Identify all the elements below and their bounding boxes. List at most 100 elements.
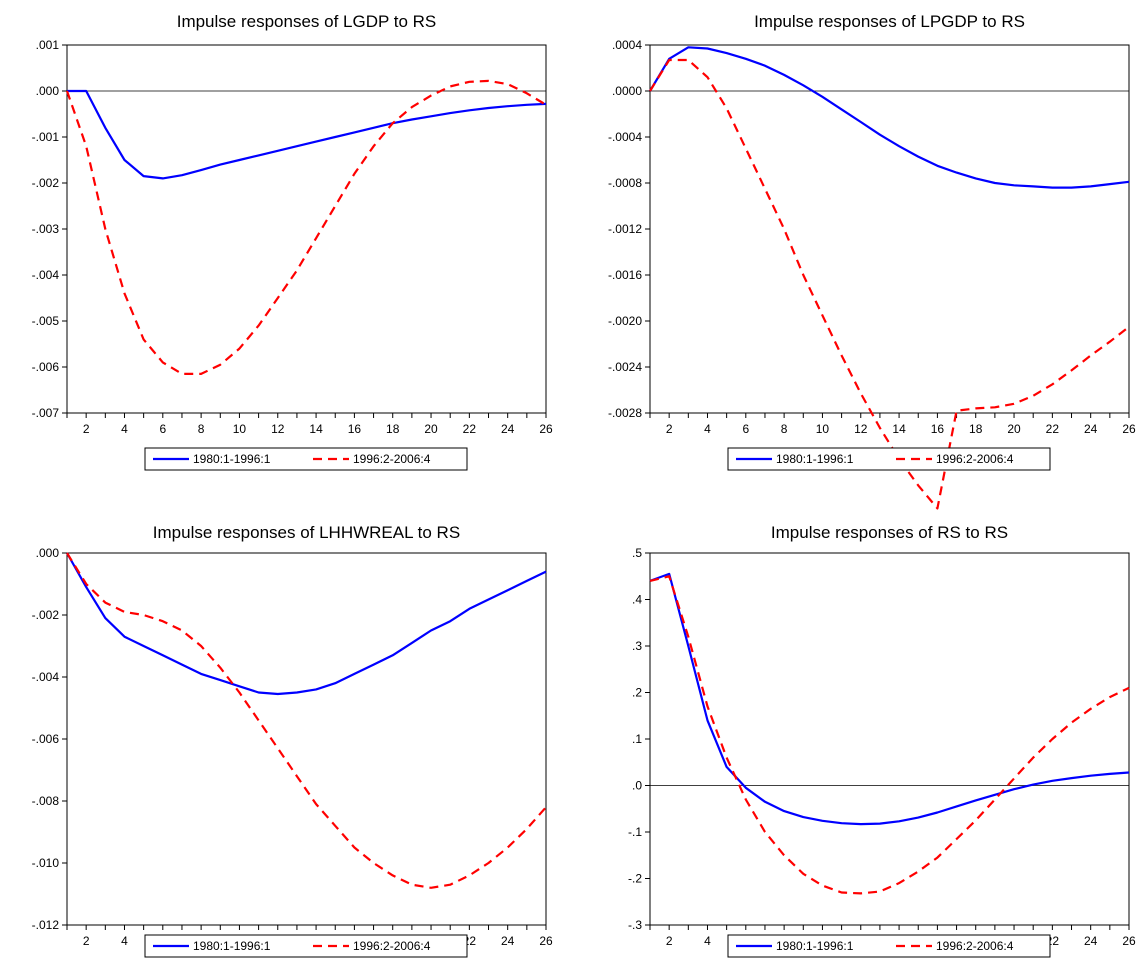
x-tick-label: 26 [539,422,553,436]
y-tick-label: -.2 [628,872,642,886]
series-line-1996-2006 [66,552,547,889]
x-tick-label: 24 [501,934,515,948]
x-tick-label: 8 [781,422,788,436]
legend-box [144,447,468,471]
chart-panel: Impulse responses of RS to RS .5 .4 .3 .2 .1.… [628,523,1136,958]
plot-frame [66,552,547,926]
y-tick-label: .2 [632,686,642,700]
x-tick-label: 16 [931,422,945,436]
series-line-1996-2006 [65,79,547,375]
x-tick-label: 24 [1084,934,1098,948]
series-line-1980-1996 [67,89,547,180]
series-line-1996-2006 [649,575,1130,895]
chart-panel: Impulse responses of LPGDP to RS .0004 .00… [608,12,1136,510]
x-tick-label: 12 [854,422,868,436]
x-tick-label: 12 [271,422,285,436]
y-tick-label: .5 [632,546,642,560]
y-tick-label: -.0008 [608,176,642,190]
y-tick-label: -.0004 [608,130,642,144]
series-line-1996-2006 [649,58,1130,510]
x-tick-label: 4 [121,934,128,948]
y-tick-label: -.005 [32,314,60,328]
y-tick-label: .1 [632,732,642,746]
legend: 1980:1-1996:1 1996:2-2006:4 [727,934,1051,958]
y-tick-label: .0000 [612,84,642,98]
y-tick-label: .0004 [612,38,642,52]
legend-label: 1996:2-2006:4 [936,939,1014,953]
y-tick-label: .0 [632,779,642,793]
chart-title: Impulse responses of LHHWREAL to RS [153,523,460,542]
plot-frame [649,552,1130,926]
x-tick-label: 20 [1007,422,1021,436]
y-tick-label: -.002 [32,176,60,190]
y-tick-label: -.010 [32,856,60,870]
x-tick-label: 2 [83,422,90,436]
chart-title: Impulse responses of LPGDP to RS [754,12,1025,31]
x-tick-label: 6 [742,422,749,436]
x-tick-label: 4 [704,934,711,948]
chart-title: Impulse responses of RS to RS [771,523,1008,542]
x-tick-label: 16 [348,422,362,436]
legend-label: 1980:1-1996:1 [193,939,271,953]
y-tick-label: -.0020 [608,314,642,328]
x-tick-label: 14 [892,422,906,436]
y-tick-label: -.004 [32,670,60,684]
legend-label: 1980:1-1996:1 [193,452,271,466]
x-tick-label: 4 [704,422,711,436]
x-tick-label: 18 [969,422,983,436]
x-tick-label: 6 [159,422,166,436]
x-tick-label: 20 [424,422,438,436]
y-tick-label: -.004 [32,268,60,282]
series-line-1980-1996 [649,46,1130,189]
legend-label: 1980:1-1996:1 [776,939,854,953]
series-line-1980-1996 [66,552,547,696]
x-tick-label: 4 [121,422,128,436]
x-tick-label: 26 [539,934,553,948]
y-tick-label: .4 [632,593,642,607]
x-tick-label: 2 [666,934,673,948]
x-tick-label: 2 [666,422,673,436]
y-tick-label: -.002 [32,608,60,622]
legend-label: 1996:2-2006:4 [353,939,431,953]
y-tick-label: -.0016 [608,268,642,282]
y-tick-label: .000 [36,84,60,98]
x-tick-label: 22 [463,422,477,436]
x-tick-label: 14 [309,422,323,436]
chart-panel: Impulse responses of LGDP to RS .001 .000 -… [32,12,553,471]
legend-label: 1996:2-2006:4 [353,452,431,466]
y-tick-label: -.006 [32,360,60,374]
y-tick-label: .000 [36,546,60,560]
x-tick-label: 10 [233,422,247,436]
x-tick-label: 2 [83,934,90,948]
y-tick-label: -.0012 [608,222,642,236]
x-tick-label: 22 [1046,422,1060,436]
legend-box [727,934,1051,958]
x-tick-label: 24 [501,422,515,436]
y-tick-label: -.008 [32,794,60,808]
y-tick-label: -.007 [32,406,60,420]
x-tick-label: 8 [198,422,205,436]
y-tick-label: .001 [36,38,60,52]
y-tick-label: -.012 [32,918,60,932]
y-tick-label: -.1 [628,825,642,839]
y-tick-label: -.001 [32,130,60,144]
chart-title: Impulse responses of LGDP to RS [177,12,437,31]
x-tick-label: 18 [386,422,400,436]
y-tick-label: -.0024 [608,360,642,374]
y-tick-label: -.003 [32,222,60,236]
plot-frame [66,44,547,414]
legend: 1980:1-1996:1 1996:2-2006:4 [144,447,468,471]
x-tick-label: 26 [1122,934,1136,948]
x-tick-label: 26 [1122,422,1136,436]
y-tick-label: -.3 [628,918,642,932]
legend: 1980:1-1996:1 1996:2-2006:4 [144,934,468,958]
legend-label: 1980:1-1996:1 [776,452,854,466]
y-tick-label: -.0028 [608,406,642,420]
x-tick-label: 10 [816,422,830,436]
y-tick-label: .3 [632,639,642,653]
x-tick-label: 24 [1084,422,1098,436]
legend-box [144,934,468,958]
legend: 1980:1-1996:1 1996:2-2006:4 [727,447,1051,471]
chart-panel: Impulse responses of LHHWREAL to RS .000 -… [32,523,553,958]
